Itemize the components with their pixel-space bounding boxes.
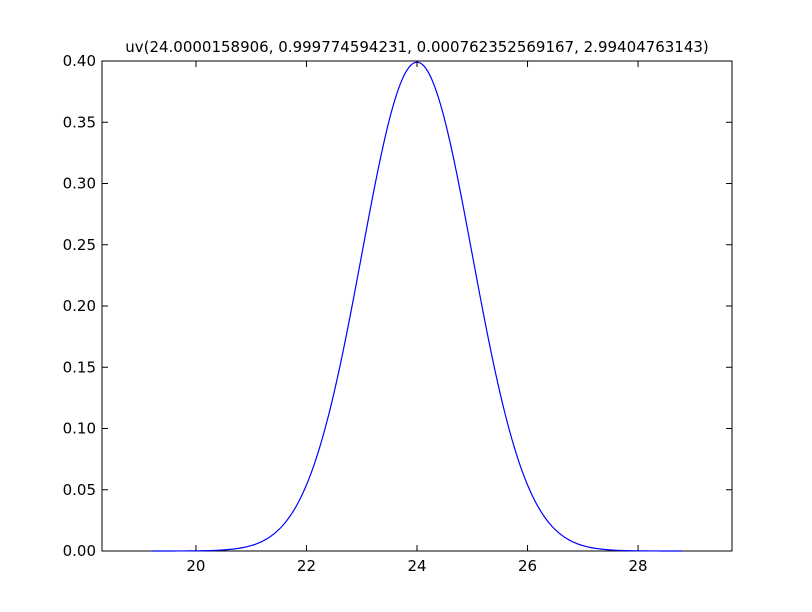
y-tick-label: 0.05 — [63, 481, 96, 499]
y-tick-label: 0.20 — [63, 297, 96, 315]
y-tick-label: 0.35 — [63, 113, 96, 131]
chart-title: uv(24.0000158906, 0.999774594231, 0.0007… — [125, 38, 709, 56]
x-tick-label: 26 — [518, 557, 537, 575]
y-tick-label: 0.00 — [63, 542, 96, 560]
x-tick-label: 28 — [629, 557, 648, 575]
y-tick-label: 0.40 — [63, 52, 96, 70]
x-tick-label: 20 — [186, 557, 205, 575]
plot-area — [101, 60, 733, 552]
y-tick-label: 0.25 — [63, 236, 96, 254]
y-tick-label: 0.15 — [63, 358, 96, 376]
y-axis: 0.00 0.05 0.10 0.15 0.20 0.25 0.30 0.35 0.40 — [63, 52, 732, 560]
y-tick-label: 0.10 — [63, 420, 96, 438]
x-tick-label: 24 — [407, 557, 426, 575]
y-tick-label: 0.30 — [63, 175, 96, 193]
x-axis: 20 22 24 26 28 — [186, 61, 648, 575]
x-tick-label: 22 — [297, 557, 316, 575]
